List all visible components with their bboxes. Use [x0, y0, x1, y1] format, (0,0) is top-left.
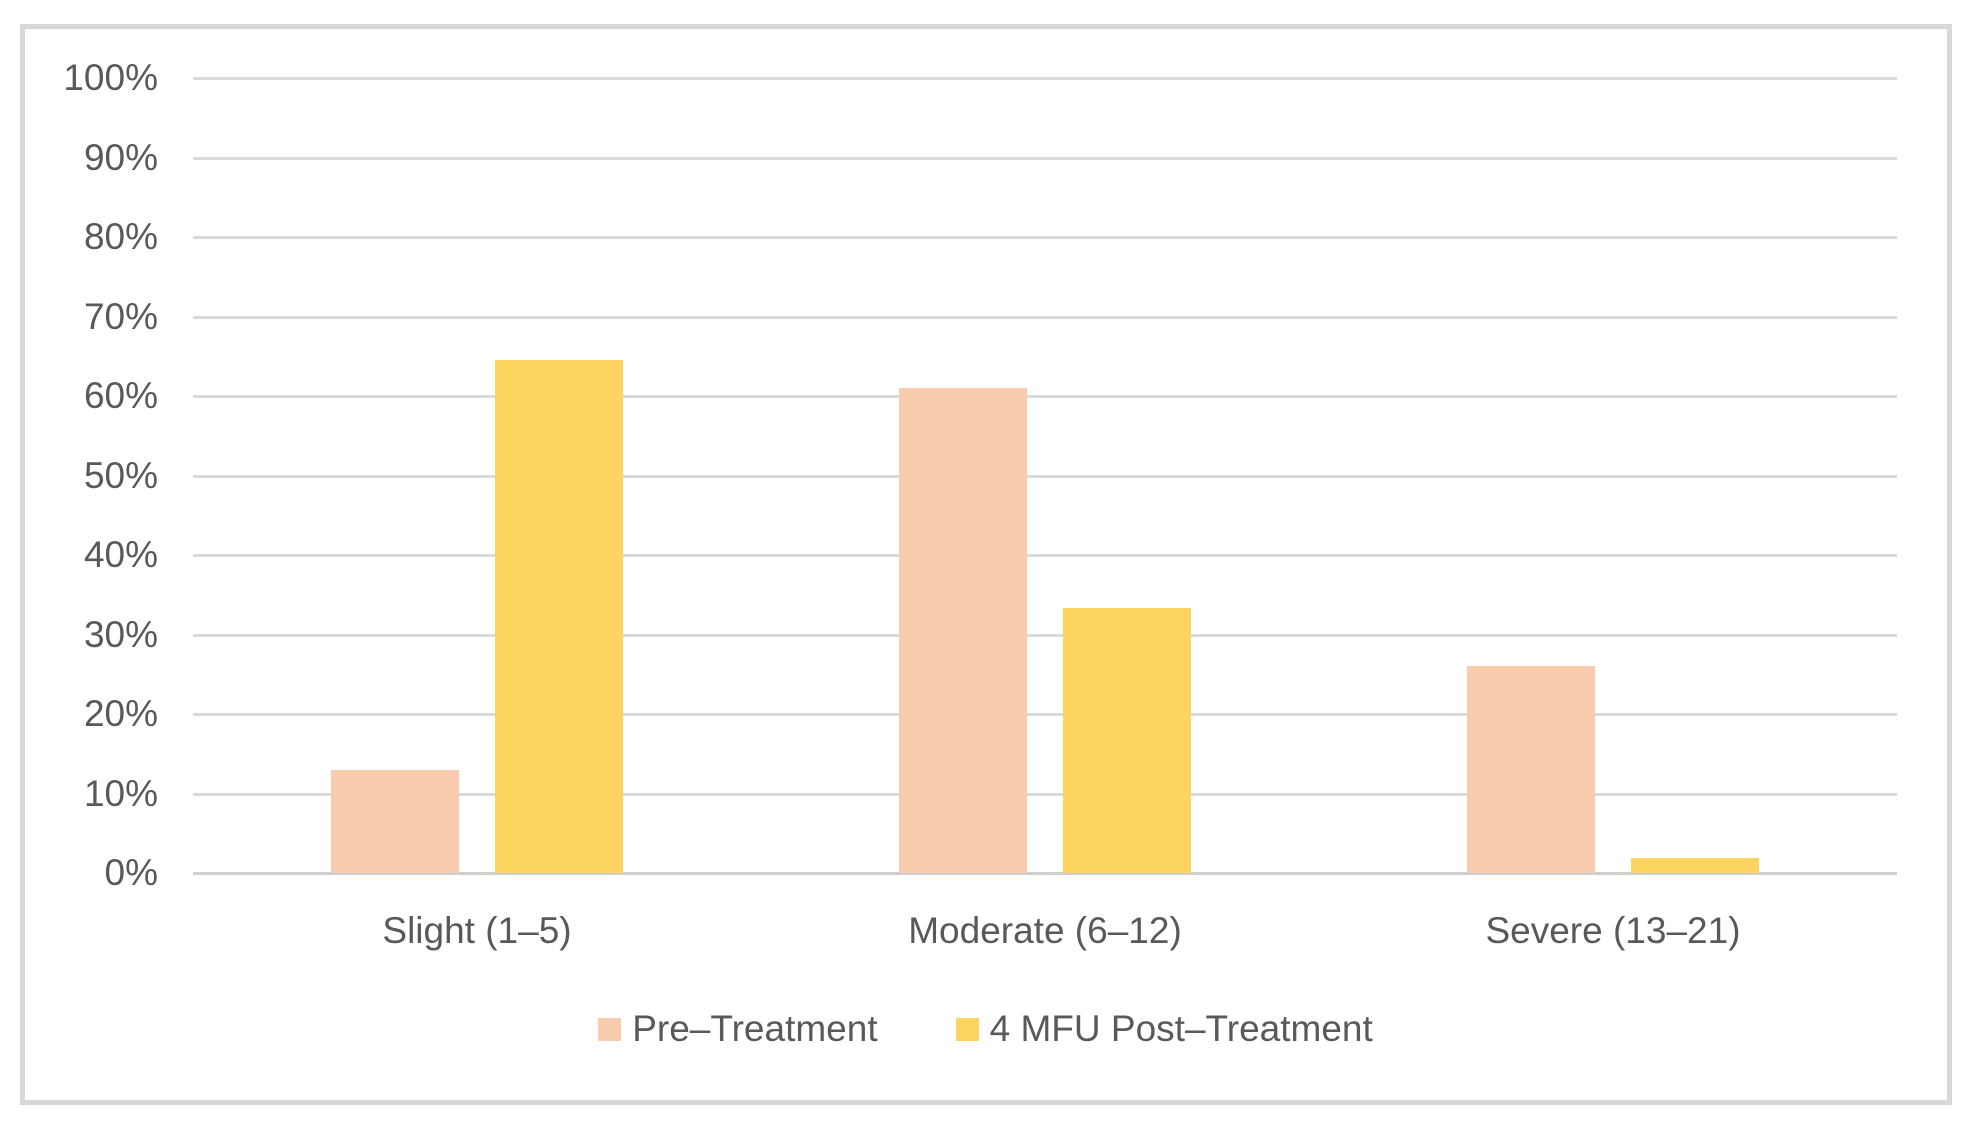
bar-post-category-2: [1063, 608, 1191, 873]
bar-pre-category-3: [1467, 666, 1595, 873]
y-tick-label: 60%: [83, 375, 158, 416]
x-category-label: Severe (13–21): [1485, 910, 1741, 951]
y-tick-label: 100%: [63, 57, 158, 98]
x-category-label: Moderate (6–12): [908, 910, 1182, 951]
gridline: [193, 554, 1897, 557]
y-tick-label: 50%: [83, 454, 158, 496]
y-tick-label: 80%: [83, 216, 158, 257]
gridline: [193, 633, 1897, 637]
y-tick-label: 0%: [104, 852, 158, 893]
legend-swatch-icon: [598, 1017, 622, 1041]
y-tick-label: 70%: [83, 295, 158, 337]
bar-post-category-1: [495, 360, 623, 873]
gridline: [193, 315, 1897, 319]
legend-item-post-treatment: 4 MFU Post–Treatment: [955, 1008, 1373, 1050]
gridline: [193, 156, 1897, 160]
y-tick-label: 90%: [83, 136, 158, 178]
y-tick-label: 10%: [83, 772, 158, 814]
legend-label: Pre–Treatment: [632, 1008, 878, 1049]
y-tick-label: 30%: [83, 613, 158, 655]
gridline: [193, 395, 1897, 398]
gridline: [193, 474, 1897, 478]
legend: Pre–Treatment 4 MFU Post–Treatment: [0, 1004, 1971, 1054]
bar-pre-category-2: [899, 388, 1027, 873]
x-axis-line: [193, 872, 1897, 875]
legend-swatch-icon: [955, 1017, 979, 1041]
bar-post-category-3: [1631, 858, 1759, 873]
y-tick-label: 20%: [83, 693, 158, 734]
gridline: [193, 77, 1897, 80]
bar-pre-category-1: [331, 770, 459, 873]
y-tick-label: 40%: [83, 534, 158, 575]
gridline: [193, 792, 1897, 796]
legend-label: 4 MFU Post–Treatment: [989, 1008, 1373, 1049]
gridline: [193, 713, 1897, 716]
x-category-label: Slight (1–5): [382, 910, 572, 951]
legend-item-pre-treatment: Pre–Treatment: [598, 1008, 878, 1050]
gridline: [193, 236, 1897, 239]
